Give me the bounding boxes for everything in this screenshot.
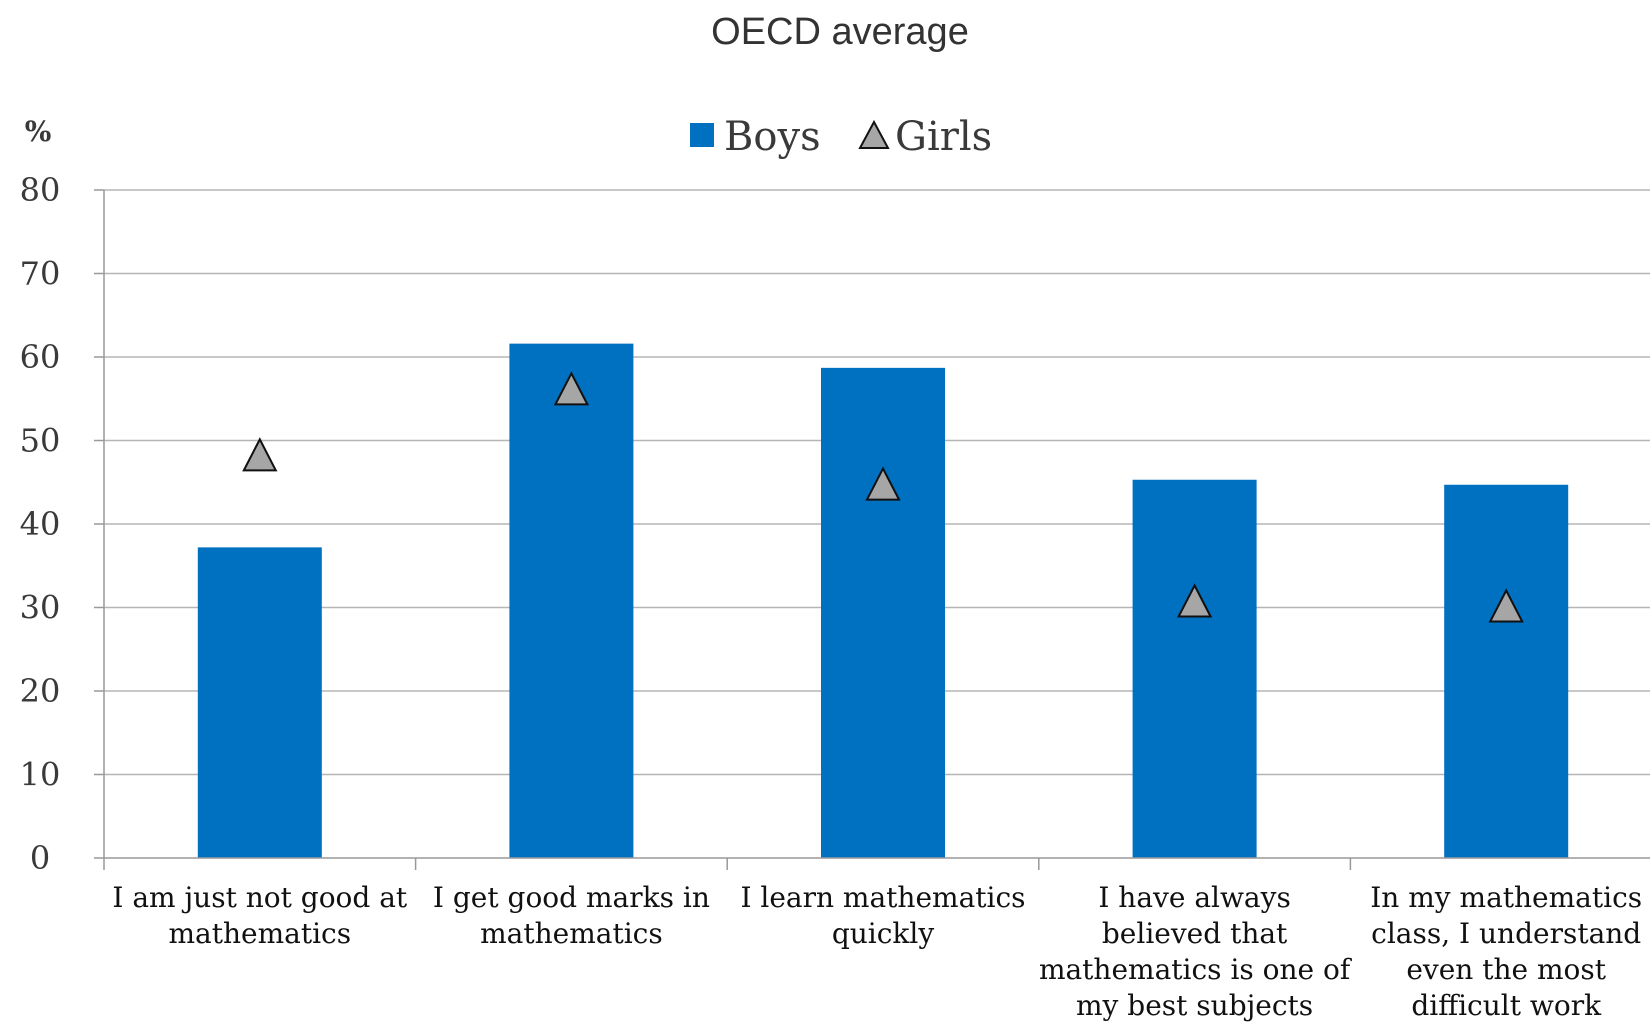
marker-girls — [553, 371, 590, 406]
marker-girls — [865, 466, 901, 501]
x-axis — [103, 190, 1650, 870]
bar-boys — [509, 343, 634, 858]
legend: Boys Girls — [690, 114, 992, 160]
legend-girls-swatch — [858, 119, 890, 149]
x-tick-label: In my mathematics class, I understand even… — [1370, 881, 1642, 1022]
bar-boys — [1444, 484, 1569, 858]
marker-girls — [1176, 583, 1213, 618]
bar-boys — [197, 547, 322, 858]
legend-boys-swatch — [690, 123, 714, 147]
boys-bars — [197, 343, 1569, 858]
y-tick-label: 10 — [20, 756, 61, 794]
x-tick-label: I have always believed that mathematics is… — [1039, 881, 1353, 1022]
y-tick-label: 0 — [30, 839, 50, 877]
x-axis-labels: I am just not good at mathematics I get go… — [112, 881, 1642, 1022]
x-tick-label: I learn mathematics quickly — [740, 881, 1025, 950]
x-tick-label: I am just not good at mathematics — [112, 881, 408, 950]
y-axis-ticks: 0 10 20 30 40 50 60 70 80 — [20, 171, 104, 877]
chart-title: OECD average — [711, 11, 969, 53]
y-tick-label: 30 — [20, 589, 61, 627]
bar-boys — [821, 367, 945, 858]
y-tick-label: 50 — [20, 422, 61, 460]
y-tick-label: 20 — [20, 672, 61, 710]
marker-girls — [1488, 588, 1524, 623]
y-tick-label: 60 — [20, 338, 61, 376]
marker-girls — [242, 437, 278, 472]
legend-girls-label: Girls — [895, 114, 992, 160]
y-axis-unit-label: % — [25, 115, 52, 148]
girls-markers — [242, 371, 1524, 623]
y-tick-label: 70 — [20, 255, 61, 293]
bar-boys — [1132, 479, 1257, 858]
x-tick-label: I get good marks in mathematics — [433, 881, 710, 950]
y-tick-label: 40 — [20, 505, 61, 543]
y-tick-label: 80 — [20, 171, 61, 209]
legend-boys-label: Boys — [724, 114, 821, 160]
